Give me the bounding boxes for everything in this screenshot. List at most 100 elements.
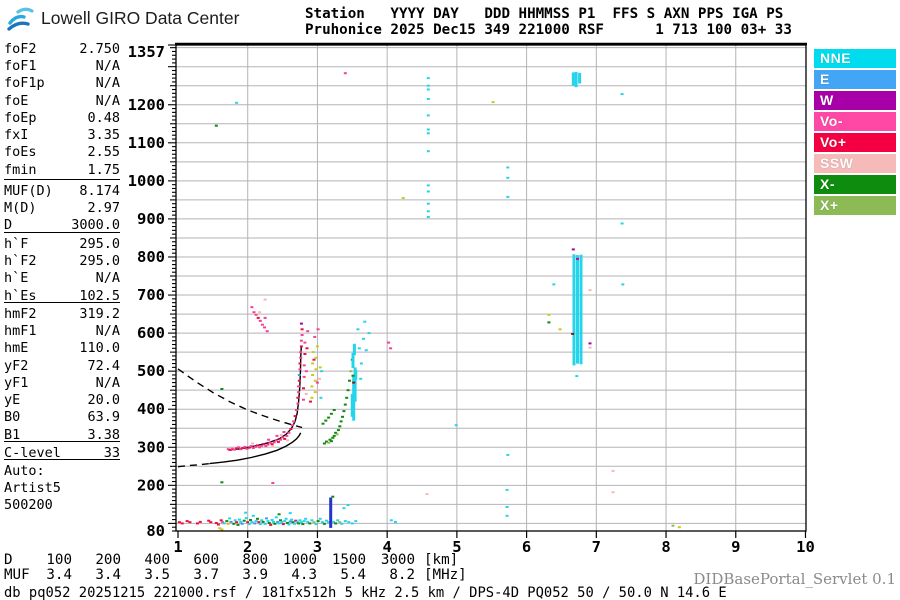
- dmuf-row-label: MUF: [4, 566, 30, 583]
- legend-item-w: W: [814, 91, 896, 110]
- parameter-value: 63.9: [87, 409, 120, 426]
- parameter-label: foF1: [4, 57, 37, 74]
- station-header: Station YYYY DAY DDD HHMMSS P1 FFS S AXN…: [305, 6, 792, 38]
- dmuf-cell: 600: [193, 552, 219, 568]
- measurement-info-line: db pq052 20251215 221000.rsf / 181fx512h…: [4, 585, 727, 600]
- parameter-value: 102.5: [79, 287, 120, 304]
- parameter-label: fmin: [4, 161, 37, 178]
- parameter-row: h`F2 295.0: [4, 252, 120, 269]
- y-axis: 1357 1200 1100 1000 900 800 700 600 500 400 300 200…: [128, 43, 176, 540]
- parameter-label: hmE: [4, 340, 29, 357]
- parameter-row: foF1p N/A: [4, 75, 120, 92]
- parameter-label: h`Es: [4, 287, 37, 304]
- station-header-line1: Station YYYY DAY DDD HHMMSS P1 FFS S AXN…: [305, 6, 784, 22]
- parameter-label: hmF1: [4, 322, 37, 339]
- parameter-value: N/A: [95, 322, 120, 339]
- parameter-value: 33: [103, 444, 120, 461]
- parameter-value: N/A: [95, 270, 120, 287]
- parameter-label: Auto:: [4, 462, 45, 479]
- servlet-version-label: DIDBasePortal_Servlet 0.1: [693, 570, 896, 588]
- parameter-row: MUF(D) 8.174: [4, 182, 120, 199]
- parameter-row: foF2 2.750: [4, 40, 120, 57]
- parameter-label: D: [4, 217, 13, 234]
- parameter-row: foF1 N/A: [4, 57, 120, 74]
- dmuf-cell: 100: [46, 552, 72, 568]
- parameter-row: yE 20.0: [4, 391, 120, 408]
- curve-profile: [209, 432, 302, 465]
- y-tick-label: 1000: [128, 172, 165, 190]
- parameter-label: 500200: [4, 497, 53, 514]
- parameter-label: yF2: [4, 357, 29, 374]
- parameter-row: Auto:: [4, 462, 120, 479]
- parameter-label: C-level: [4, 444, 61, 461]
- dmuf-cell: 800: [242, 552, 268, 568]
- parameter-value: 110.0: [79, 340, 120, 357]
- dmuf-cell: 3.4: [95, 566, 121, 583]
- y-tick-label: 80: [146, 522, 165, 540]
- parameter-value: N/A: [95, 57, 120, 74]
- parameter-value: 2.750: [79, 40, 120, 57]
- parameter-label: foEs: [4, 144, 37, 161]
- parameter-row: h`E N/A: [4, 270, 120, 287]
- parameter-value: 20.0: [87, 392, 120, 409]
- x-tick-label: 4: [382, 538, 391, 556]
- parameter-row: C-level 33: [4, 444, 120, 461]
- plot-frame: [175, 42, 807, 532]
- legend-item-vo: Vo+: [814, 133, 896, 152]
- parameter-row: fxI 3.35: [4, 126, 120, 143]
- parameter-label: h`E: [4, 270, 29, 287]
- echo-points: [177, 72, 681, 531]
- parameter-group: C-level 33: [4, 441, 120, 461]
- parameter-value: 2.97: [87, 199, 120, 216]
- x-tick-label: 1: [173, 538, 182, 556]
- y-tick-label: 1100: [128, 134, 165, 152]
- y-tick-label: 600: [137, 324, 165, 342]
- dmuf-cell: 400: [144, 552, 170, 568]
- parameter-value: 3.35: [87, 127, 120, 144]
- dmuf-cell: 3000: [380, 552, 415, 568]
- parameter-row: M(D) 2.97: [4, 199, 120, 216]
- y-tick-label: 800: [137, 248, 165, 266]
- parameter-label: B0: [4, 409, 21, 426]
- parameter-label: foF2: [4, 40, 37, 57]
- dmuf-unit: [MHz]: [424, 566, 467, 583]
- parameter-group: h`F 295.0 h`F2 295.0 h`E N/A h`Es 102.5: [4, 232, 120, 304]
- echo-class-legend: NNE E W Vo- Vo+ SSW X- X+: [814, 49, 896, 217]
- parameter-row: D 3000.0: [4, 217, 120, 234]
- x-tick-label: 8: [661, 538, 670, 556]
- parameter-value: N/A: [95, 75, 120, 92]
- parameter-value: 3000.0: [71, 217, 120, 234]
- parameter-row: yF2 72.4: [4, 357, 120, 374]
- parameter-row: fmin 1.75: [4, 161, 120, 178]
- x-tick-label: 5: [452, 538, 461, 556]
- x-tick-label: 7: [592, 538, 601, 556]
- parameter-row: hmF1 N/A: [4, 322, 120, 339]
- parameter-label: yE: [4, 392, 21, 409]
- y-tick-label: 900: [137, 210, 165, 228]
- parameter-label: fxI: [4, 127, 29, 144]
- parameter-row: h`Es 102.5: [4, 287, 120, 304]
- parameter-label: h`F: [4, 235, 29, 252]
- parameter-label: yF1: [4, 374, 29, 391]
- legend-item-x: X-: [814, 175, 896, 194]
- parameter-label: foE: [4, 92, 29, 109]
- giro-logo-icon: [7, 7, 34, 31]
- curve-profile-start: [177, 462, 210, 468]
- y-tick-label: 700: [137, 286, 165, 304]
- parameter-row: hmE 110.0: [4, 340, 120, 357]
- dmuf-cell: 3.9: [242, 566, 268, 583]
- parameter-value: N/A: [95, 92, 120, 109]
- dmuf-cell: 1000: [282, 552, 317, 568]
- parameter-group: hmF2 319.2 hmF1 N/A hmE 110.0 yF2 72.4 yF1 N/A yE 2…: [4, 302, 120, 443]
- dmuf-cell: 8.2: [389, 566, 415, 583]
- parameter-value: 72.4: [87, 357, 120, 374]
- dmuf-cell: 1500: [331, 552, 366, 568]
- parameter-row: yF1 N/A: [4, 374, 120, 391]
- giro-logo: Lowell GIRO Data Center: [6, 5, 239, 31]
- parameter-value: 319.2: [79, 305, 120, 322]
- legend-item-e: E: [814, 70, 896, 89]
- legend-item-ssw: SSW: [814, 154, 896, 173]
- parameter-label: h`F2: [4, 252, 37, 269]
